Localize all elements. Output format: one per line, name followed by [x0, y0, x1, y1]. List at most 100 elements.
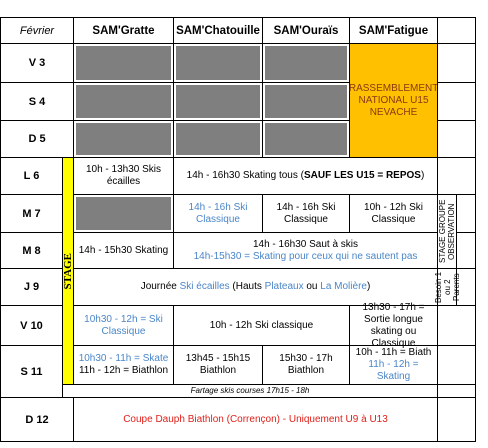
text: ) — [366, 281, 371, 292]
event-cell: 14h - 16h30 Saut à skis 14h-15h30 = Skati… — [173, 232, 438, 269]
cell-text: 10h - 12h Ski classique — [210, 320, 313, 332]
cell-text: 14h - 16h Ski Classique — [266, 202, 346, 226]
group-header: SAM'Ouraïs — [262, 17, 350, 44]
day-label: D 12 — [0, 397, 74, 442]
text: SAUF LES U15 = REPOS — [303, 170, 421, 181]
cell-text: V 3 — [29, 57, 46, 69]
month-header: Février — [0, 17, 74, 44]
event-cell: 14h - 16h30 Skating tous (SAUF LES U15 =… — [173, 157, 438, 195]
empty-cell — [456, 232, 476, 269]
group-header: SAM'Fatigue — [349, 17, 438, 44]
day-label: V 10 — [0, 305, 63, 346]
event-cell: 10h - 13h30 Skis écailles — [73, 157, 174, 195]
cell-text: SAM'Fatigue — [359, 25, 428, 37]
text: 14h - 15h30 Skating — [78, 244, 169, 256]
day-label: J 9 — [0, 268, 63, 306]
text: D 12 — [25, 413, 49, 426]
text: SAM'Gratte — [92, 24, 155, 37]
text: 10h - 13h30 Skis écailles — [85, 164, 162, 187]
cell-text: 10h30 - 11h = Skate 11h - 12h = Biathlon — [79, 353, 169, 377]
event-cell: 10h30 - 12h = Ski Classique — [73, 305, 174, 346]
event-cell: 14h - 16h Ski Classique — [173, 194, 263, 233]
event-cell: 10h30 - 11h = Skate 11h - 12h = Biathlon — [73, 345, 174, 385]
text: 14h-15h30 = Skating pour ceux qui ne sau… — [193, 250, 418, 262]
side-note: Besoin 1 ou 2 Parents — [434, 268, 461, 306]
unavailable-cell — [173, 82, 263, 121]
cell-text: Février — [20, 25, 54, 37]
unavailable-cell — [73, 194, 174, 233]
text: Ski écailles — [179, 281, 230, 292]
cell-text: RASSEMBLEMENT NATIONAL U15 NEVACHE — [349, 83, 438, 119]
cell-text: S 11 — [20, 366, 42, 378]
text: D 5 — [28, 133, 46, 145]
text: La Molière — [320, 281, 367, 292]
cell-text: 10h - 11h = Biath 11h - 12h = Skating — [353, 347, 434, 383]
text: Fartage skis courses 17h15 - 18h — [190, 386, 310, 395]
cell-text: 14h - 16h30 Skating tous (SAUF LES U15 =… — [187, 170, 425, 182]
empty-cell — [456, 194, 476, 233]
day-label: S 11 — [0, 345, 63, 398]
cell-text: SAM'Gratte — [92, 25, 154, 37]
text: Février — [19, 24, 55, 37]
empty-cell — [437, 305, 476, 346]
empty-cell — [437, 120, 476, 158]
day-label: M 8 — [0, 232, 63, 269]
day-label: D 5 — [0, 120, 74, 158]
unavailable-cell — [73, 120, 174, 158]
unavailable-cell — [173, 43, 263, 83]
text: 13h45 - 15h15 Biathlon — [185, 353, 251, 376]
text: S 4 — [28, 95, 46, 108]
event-cell: 13h30 - 17h = Sortie longue skating ou C… — [349, 302, 438, 349]
text: L 6 — [23, 170, 40, 182]
unavailable-cell — [262, 43, 350, 83]
cell-text: 14h - 16h Ski Classique — [177, 202, 259, 226]
unavailable-cell — [262, 82, 350, 121]
event-cell: 14h - 15h30 Skating — [73, 232, 174, 269]
day-label: V 3 — [0, 43, 74, 83]
cell-text: 10h - 13h30 Skis écailles — [77, 164, 170, 188]
unavailable-cell — [73, 82, 174, 121]
text: 11h - 12h = Skating — [368, 359, 419, 382]
cell-text: Fartage skis courses 17h15 - 18h — [191, 386, 310, 396]
text: SAM'Fatigue — [358, 24, 429, 37]
text: ou — [303, 281, 321, 292]
text: SAM'Chatouille — [176, 24, 260, 37]
event-cell: 10h - 11h = Biath 11h - 12h = Skating — [349, 345, 438, 385]
fartage-cell: Fartage skis courses 17h15 - 18h — [62, 384, 438, 398]
text: ) — [420, 170, 425, 181]
cell-text: J 9 — [24, 281, 39, 293]
cell-text: 13h30 - 17h = Sortie longue skating ou C… — [353, 302, 434, 350]
text: Plateaux — [264, 281, 304, 292]
empty-cell — [437, 82, 476, 121]
text: 13h30 - 17h = Sortie longue skating ou C… — [362, 301, 425, 349]
empty-cell — [437, 43, 476, 83]
text: STAGE GROUPE OBSERVATION — [438, 199, 456, 264]
event-cell: 10h - 12h Ski classique — [173, 305, 350, 346]
group-header: SAM'Gratte — [73, 17, 174, 44]
text: 10h30 - 11h = Skate — [78, 353, 169, 364]
empty-cell — [437, 157, 476, 195]
text: M 8 — [22, 244, 41, 257]
empty-cell — [437, 384, 476, 398]
text: 10h - 11h = Biath — [355, 347, 432, 358]
empty-cell — [437, 397, 476, 442]
text: 15h30 - 17h Biathlon — [279, 353, 333, 376]
text: 10h30 - 12h = Ski Classique — [84, 313, 163, 337]
cell-text: SAM'Chatouille — [176, 25, 260, 37]
unavailable-cell — [173, 120, 263, 158]
text: (Hauts — [229, 281, 265, 292]
text: Journée — [140, 281, 180, 292]
cell-text: M 8 — [22, 245, 40, 257]
cell-text: 14h - 16h30 Saut à skis 14h-15h30 = Skati… — [194, 239, 418, 263]
text: Coupe Dauph Biathlon (Corrençon) - Uniqu… — [123, 413, 388, 425]
empty-cell — [456, 268, 476, 306]
text: 10h - 12h Ski classique — [209, 319, 314, 331]
cell-text: M 7 — [22, 208, 40, 220]
event-cell: 10h - 12h Ski Classique — [349, 194, 438, 233]
cell-text: D 12 — [25, 414, 48, 426]
event-cell: RASSEMBLEMENT NATIONAL U15 NEVACHE — [349, 43, 438, 158]
text: 10h - 12h Ski Classique — [364, 201, 423, 225]
cell-text: 10h - 12h Ski Classique — [353, 202, 434, 226]
cell-text: D 5 — [28, 133, 45, 145]
